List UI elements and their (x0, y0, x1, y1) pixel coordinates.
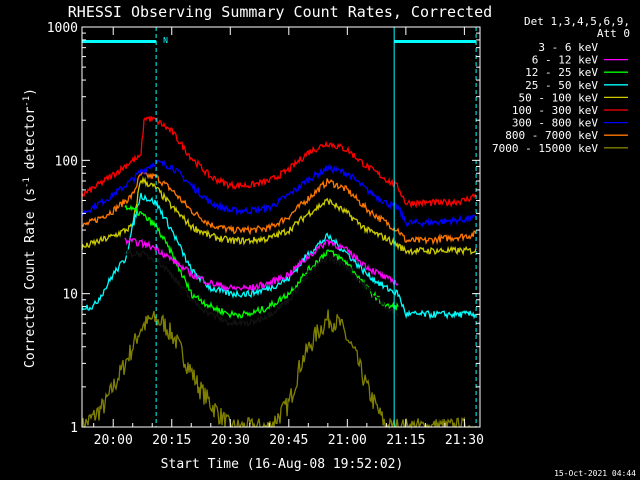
series-line-1 (124, 247, 399, 328)
x-tick-label: 21:15 (386, 433, 425, 448)
y-axis-label-end: ) (23, 88, 38, 96)
legend-label-9: 7000 - 15000 keV (492, 142, 598, 155)
night-bar-segment-1 (82, 40, 157, 43)
y-tick-label: 100 (55, 154, 78, 169)
legend-label-6: 100 - 300 keV (512, 104, 598, 117)
series-line-4 (81, 192, 477, 320)
legend-label-5: 50 - 100 keV (519, 91, 599, 104)
x-tick-label: 20:15 (152, 433, 191, 448)
legend-label-3: 12 - 25 keV (525, 66, 598, 79)
series-line-8 (81, 171, 477, 246)
legend-label-2: 6 - 12 keV (532, 54, 599, 67)
y-axis-label: Corrected Count Rate (s-1 detector-1) (22, 88, 38, 368)
x-tick-label: 20:30 (211, 433, 250, 448)
footer-timestamp: 15-Oct-2021 04:44 (554, 469, 636, 478)
series-layer (81, 115, 477, 430)
y-tick-label: 1 (70, 421, 78, 436)
axis-layer: 1 10 100 1000 20:00 20:15 20:30 20:45 21:00 21:15… (47, 21, 484, 448)
marker-layer: N (82, 27, 477, 427)
legend-label-4: 25 - 50 keV (525, 79, 598, 92)
legend-header-line2: Att 0 (597, 27, 630, 40)
legend-label-7: 300 - 800 keV (512, 117, 598, 130)
x-axis-label: Start Time (16-Aug-08 19:52:02) (161, 457, 404, 472)
plot-frame (81, 26, 481, 428)
night-bar-segment-2 (394, 40, 477, 43)
y-tick-label: 1000 (47, 21, 78, 36)
legend-label-1: 3 - 6 keV (538, 41, 598, 54)
x-tick-label: 20:00 (94, 433, 133, 448)
night-bar-label: N (163, 36, 168, 45)
x-tick-label: 20:45 (269, 433, 308, 448)
series-line-5 (81, 176, 477, 257)
series-line-2 (124, 237, 399, 292)
series-line-3 (124, 204, 399, 320)
y-axis-label-sup1: -1 (22, 177, 32, 188)
legend-header-line1: Det 1,3,4,5,6,9, (524, 15, 630, 28)
series-line-9 (81, 309, 477, 430)
series-line-7 (81, 158, 477, 229)
x-tick-label: 21:30 (445, 433, 484, 448)
series-line-6 (81, 115, 477, 209)
y-axis-label-main: Corrected Count Rate (s (23, 188, 38, 368)
x-tick-label: 21:00 (328, 433, 367, 448)
chart-title: RHESSI Observing Summary Count Rates, Co… (68, 3, 492, 21)
y-axis-label-sup2: -1 (22, 96, 32, 107)
y-axis-label-mid: detector (23, 107, 38, 178)
legend-label-8: 800 - 7000 keV (505, 129, 598, 142)
y-tick-label: 10 (62, 288, 78, 303)
